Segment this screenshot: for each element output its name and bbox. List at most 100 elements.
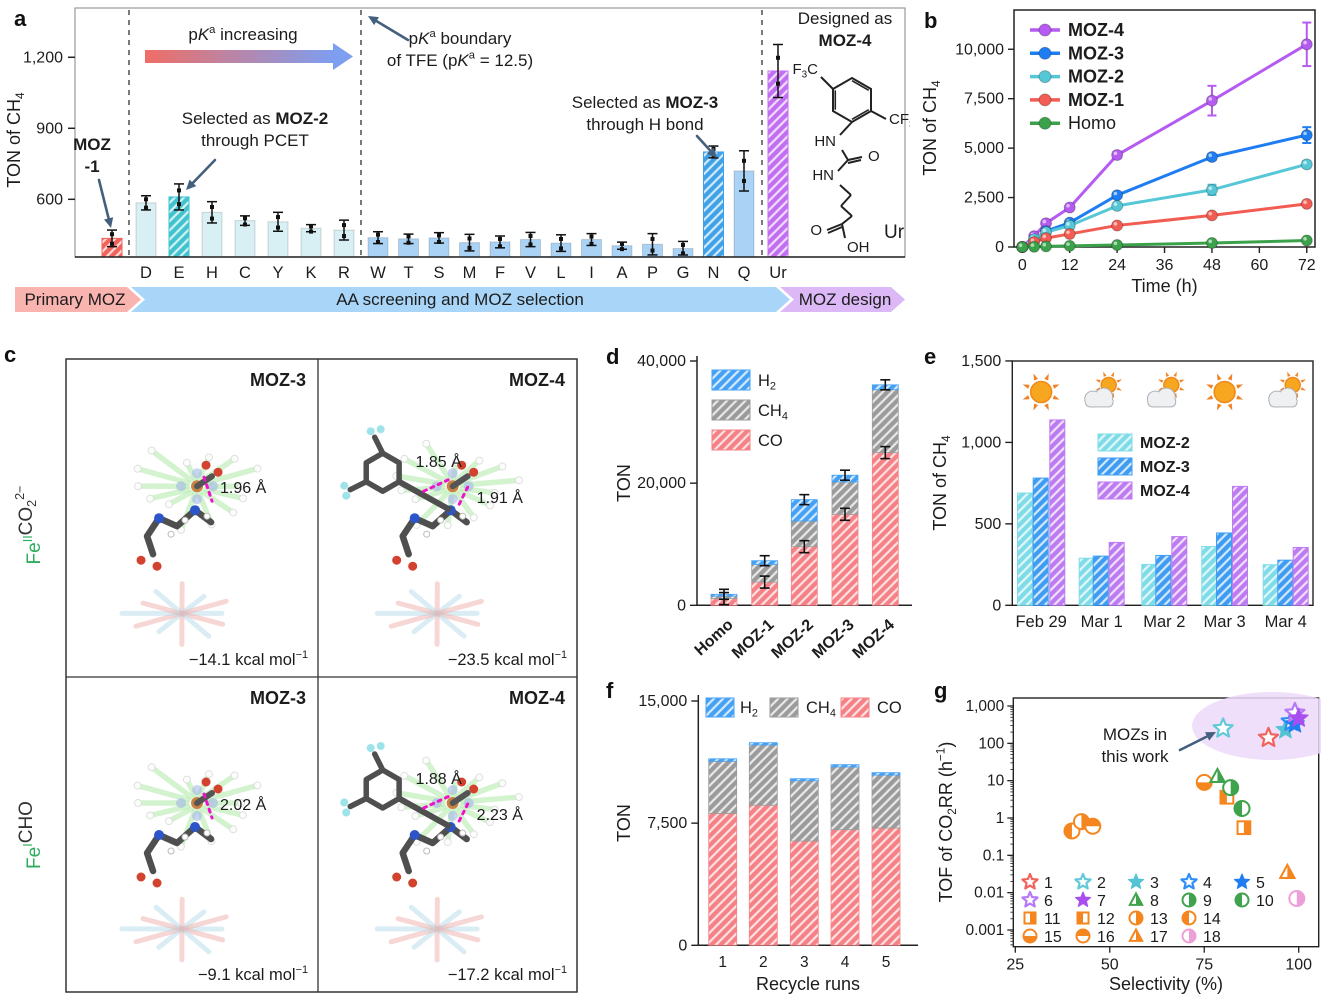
partly-cloudy-icon	[1268, 371, 1307, 408]
legend-label: MOZ-2	[1140, 435, 1190, 452]
energy-label: −23.5 kcal mol−1	[448, 649, 567, 669]
h-bond	[456, 802, 470, 826]
y-tick-label: 15,000	[638, 693, 687, 710]
panel-a-bar-chart: 600 900 1,200 TON of CH4 D E H C Y K R W T S M F V L I A P G N…	[4, 7, 910, 312]
y-tick-label: 0	[678, 937, 687, 954]
x-tick-label: R	[338, 264, 350, 282]
marker-circle	[1181, 928, 1197, 944]
sun-icon	[1206, 373, 1244, 411]
label: HN	[812, 167, 834, 184]
y-tick-label: 0	[992, 597, 1001, 614]
legend-label: Homo	[1068, 113, 1116, 133]
cloud-icon	[1084, 387, 1114, 408]
marker-circle	[1022, 928, 1038, 944]
x-tick-label: F	[495, 264, 505, 282]
partly-cloudy-icon	[1084, 371, 1123, 408]
annotation-arrow	[1178, 733, 1212, 752]
stacked-bar-run-3	[789, 778, 819, 946]
x-tick-label: S	[433, 264, 444, 282]
x-tick-label: Mar 1	[1081, 613, 1123, 631]
stacked-bar-MOZ-2	[790, 493, 818, 606]
annotation-arrow	[189, 158, 217, 187]
x-tick-label: 5	[882, 954, 891, 971]
legend-label: CO	[758, 432, 783, 450]
x-tick-label: 1	[718, 954, 727, 971]
legend-label: CO	[877, 699, 902, 717]
x-tick-label: MOZ-3	[809, 616, 857, 662]
y-tick-label: 0	[995, 239, 1004, 256]
x-tick-label: 48	[1203, 257, 1221, 274]
marker-star	[1074, 872, 1092, 890]
energy-label: −14.1 kcal mol−1	[189, 649, 308, 669]
x-axis-label: Recycle runs	[756, 974, 860, 994]
label: O	[868, 148, 880, 165]
x-tick-label: P	[647, 264, 658, 282]
x-tick-label: 2	[759, 954, 768, 971]
y-tick-label: 2,500	[964, 190, 1004, 207]
y-tick-label: 500	[975, 516, 1002, 533]
structure-MOZ-3-1: 2.02 Å MOZ-3 −9.1 kcal mol−1	[119, 688, 308, 984]
x-tick-label: D	[140, 264, 152, 282]
y-axis-label: TON of CH4	[930, 435, 953, 531]
selected-moz2-label: Selected as MOZ-2 through PCET	[182, 109, 328, 150]
cell-title: MOZ-4	[509, 370, 565, 390]
annotation-arrow	[695, 134, 714, 155]
x-tick-label: Y	[272, 264, 283, 282]
x-tick-label: 3	[800, 954, 809, 971]
panel-c-structures: FeIICO22− FeICHO 1.96 Å MOZ-3 −14.1 kcal mol…	[13, 358, 578, 993]
distance-label: 1.88 Å	[416, 769, 463, 788]
panel-f-stacked-bar-chart: 0 7,500 15,000 TON Recycle runs 1 2 3 4 5 H2 CH4 CO	[614, 693, 918, 994]
annotation-arrow	[372, 18, 410, 42]
plot-box	[1012, 697, 1320, 948]
marker-square	[1236, 820, 1252, 836]
h-bond	[202, 792, 214, 820]
legend-label: CH4	[758, 402, 788, 423]
label: HN	[814, 133, 836, 150]
marker-circle	[1075, 928, 1091, 944]
row-label: FeICHO	[16, 801, 45, 869]
x-tick-label: Ur	[769, 264, 787, 282]
x-tick-label: 0	[1018, 257, 1027, 274]
x-tick-label: W	[370, 264, 386, 282]
h-bond	[422, 476, 454, 493]
legend-number: 15	[1044, 929, 1062, 946]
pka-increasing-label: pKa increasing	[188, 24, 297, 44]
series-MOZ-3	[1016, 126, 1313, 253]
partly-cloudy-icon	[1146, 371, 1185, 408]
x-tick-label: 12	[1061, 257, 1079, 274]
legend-number: 8	[1150, 893, 1159, 910]
legend: H2 CH4 CO	[711, 369, 788, 451]
bars	[101, 43, 789, 258]
series-MOZ-4	[1016, 21, 1313, 253]
stacked-bar-MOZ-4	[871, 379, 899, 606]
y-tick-label: 1,500	[961, 353, 1001, 370]
x-tick-label: G	[677, 264, 690, 282]
cloud-icon	[1146, 387, 1177, 408]
stacked-bar-run-2	[748, 742, 778, 946]
sun-icon	[1022, 373, 1060, 411]
legend-number: 4	[1203, 875, 1212, 892]
cell-title: MOZ-4	[509, 688, 565, 708]
y-axis-label: TON of CH4	[920, 80, 943, 176]
stacked-bar-MOZ-3	[831, 469, 859, 606]
x-tick-label: A	[616, 264, 627, 282]
x-tick-label: Feb 29	[1015, 613, 1066, 631]
x-tick-label: 50	[1101, 957, 1119, 974]
x-tick-label: MOZ-1	[729, 616, 777, 662]
structure-MOZ-3-0: 1.96 Å MOZ-3 −14.1 kcal mol−1	[119, 370, 308, 669]
legend-number: 5	[1256, 875, 1265, 892]
cell-title: MOZ-3	[250, 688, 306, 708]
annotation-arrow	[97, 178, 111, 223]
structure-MOZ-4-0: 1.85 Å 1.91 Å MOZ-4 −23.5 kcal mol−1	[340, 370, 567, 669]
y-tick-label: 1,000	[961, 434, 1001, 451]
h-bond	[422, 793, 454, 810]
marker-star	[1212, 717, 1234, 738]
panel-d-stacked-bar-chart: 0 20,000 40,000 TON HomoMOZ-1MOZ-2MOZ-3MOZ-4…	[614, 353, 912, 662]
legend-number: 13	[1150, 911, 1168, 928]
legend-label: MOZ-1	[1068, 90, 1124, 110]
sunny-icon	[1206, 373, 1244, 411]
marker-star	[1021, 872, 1039, 890]
stacked-bar-MOZ-1	[751, 554, 779, 606]
